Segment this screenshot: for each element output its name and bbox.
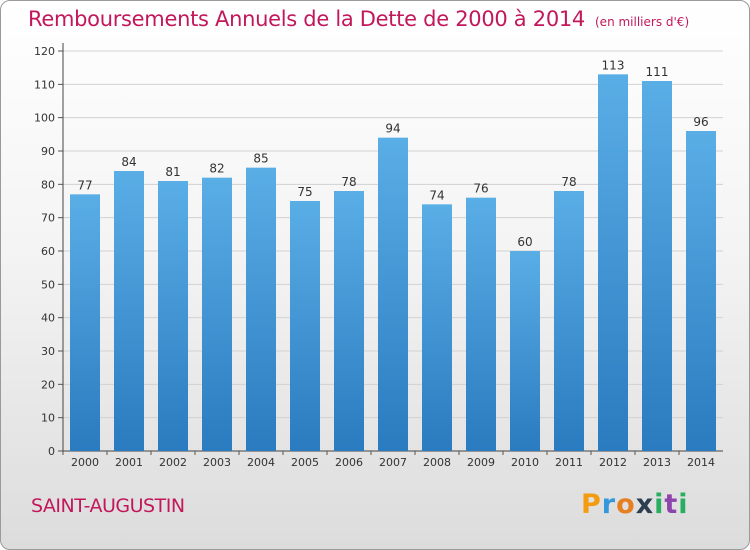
bar bbox=[202, 177, 232, 451]
bar bbox=[114, 171, 144, 451]
bar-value-label: 81 bbox=[165, 165, 180, 179]
x-tick-label: 2004 bbox=[247, 456, 275, 469]
y-tick-label: 120 bbox=[34, 45, 55, 58]
bar bbox=[290, 201, 320, 451]
bar bbox=[554, 191, 584, 451]
y-tick-label: 70 bbox=[41, 212, 55, 225]
bar-value-label: 78 bbox=[341, 175, 356, 189]
bar-value-label: 111 bbox=[646, 65, 669, 79]
y-tick-label: 40 bbox=[41, 312, 55, 325]
x-tick-label: 2005 bbox=[291, 456, 319, 469]
bar-value-label: 77 bbox=[77, 178, 92, 192]
bar bbox=[686, 131, 716, 451]
bar bbox=[70, 194, 100, 452]
bars bbox=[70, 74, 716, 452]
chart-title-text: Remboursements Annuels de la Dette de 20… bbox=[28, 7, 585, 31]
unit-note: (en milliers d'€) bbox=[595, 15, 690, 29]
x-tick-label: 2003 bbox=[203, 456, 231, 469]
y-tick-label: 90 bbox=[41, 145, 55, 158]
bar-value-label: 74 bbox=[429, 188, 444, 202]
bar bbox=[642, 81, 672, 451]
x-tick-label: 2008 bbox=[423, 456, 451, 469]
bar bbox=[510, 251, 540, 451]
x-tick-label: 2010 bbox=[511, 456, 539, 469]
bar-value-label: 85 bbox=[253, 152, 268, 166]
bar bbox=[246, 167, 276, 451]
bar-value-label: 113 bbox=[602, 58, 625, 72]
bar bbox=[598, 74, 628, 451]
x-tick-label: 2006 bbox=[335, 456, 363, 469]
x-tick-label: 2001 bbox=[115, 456, 143, 469]
commune-name: SAINT-AUGUSTIN bbox=[31, 495, 185, 517]
bar bbox=[378, 137, 408, 451]
bar-value-label: 82 bbox=[209, 162, 224, 176]
labels: 0 10 20 30 40 50 60 70 80 90 100 110 120 77 2000 84 2001… bbox=[34, 45, 715, 469]
y-tick-label: 110 bbox=[34, 78, 55, 91]
x-tick-label: 2007 bbox=[379, 456, 407, 469]
bar-value-label: 76 bbox=[473, 182, 488, 196]
y-tick-label: 100 bbox=[34, 112, 55, 125]
x-tick-label: 2002 bbox=[159, 456, 187, 469]
x-tick-label: 2009 bbox=[467, 456, 495, 469]
bar-value-label: 94 bbox=[385, 122, 400, 136]
x-tick-label: 2011 bbox=[555, 456, 583, 469]
y-tick-label: 60 bbox=[41, 245, 55, 258]
bar bbox=[334, 191, 364, 451]
x-tick-label: 2000 bbox=[71, 456, 99, 469]
proxiti-logo: Proxiti bbox=[581, 489, 689, 520]
y-tick-label: 30 bbox=[41, 345, 55, 358]
bar bbox=[158, 181, 188, 451]
x-tick-label: 2014 bbox=[687, 456, 715, 469]
bar-value-label: 75 bbox=[297, 185, 312, 199]
y-tick-label: 80 bbox=[41, 178, 55, 191]
y-tick-label: 0 bbox=[48, 445, 55, 458]
y-tick-label: 10 bbox=[41, 412, 55, 425]
bar bbox=[422, 204, 452, 451]
chart-title: Remboursements Annuels de la Dette de 20… bbox=[28, 7, 689, 31]
bar-value-label: 78 bbox=[561, 175, 576, 189]
bar bbox=[466, 197, 496, 451]
x-tick-label: 2013 bbox=[643, 456, 671, 469]
bar-value-label: 60 bbox=[517, 235, 532, 249]
y-tick-label: 20 bbox=[41, 378, 55, 391]
y-tick-label: 50 bbox=[41, 278, 55, 291]
bar-value-label: 96 bbox=[693, 115, 708, 129]
x-tick-label: 2012 bbox=[599, 456, 627, 469]
bar-value-label: 84 bbox=[121, 155, 136, 169]
